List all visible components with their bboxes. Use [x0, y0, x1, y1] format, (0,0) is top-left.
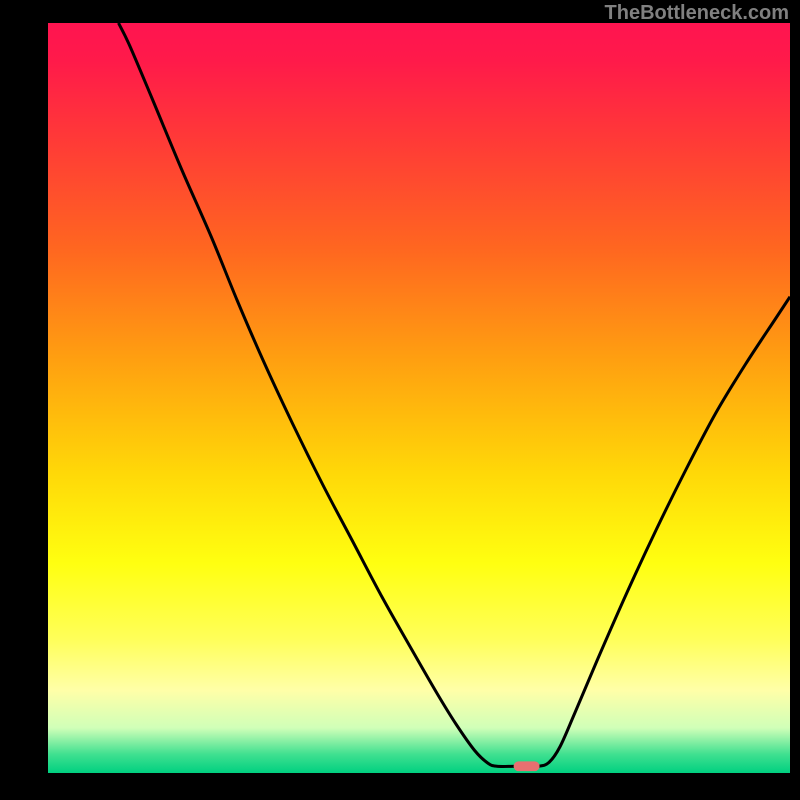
watermark-text: TheBottleneck.com: [605, 2, 789, 25]
optimal-marker: [514, 761, 540, 771]
chart-svg: [48, 23, 790, 773]
bottleneck-chart: [48, 23, 790, 773]
